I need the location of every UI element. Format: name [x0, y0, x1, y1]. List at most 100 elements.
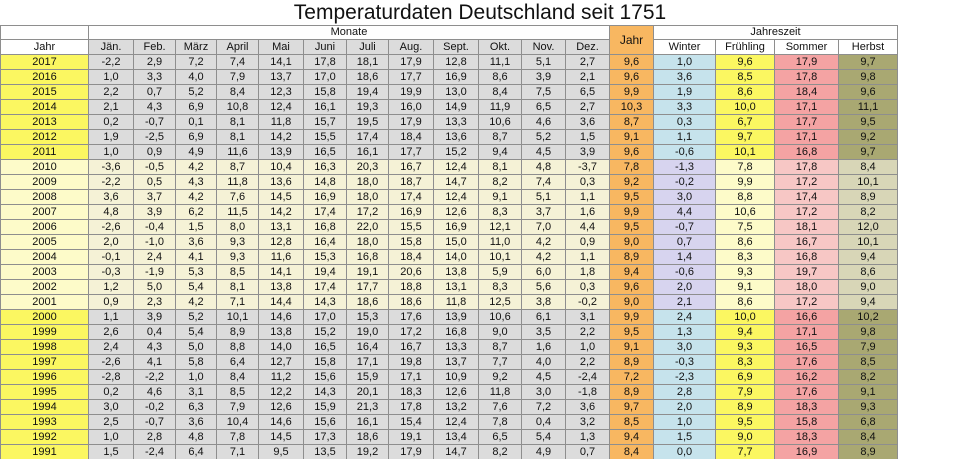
- winter-value: 1,4: [653, 249, 716, 265]
- month-value: 11,8: [433, 294, 479, 310]
- month-value: 8,0: [216, 219, 259, 235]
- month-value: 9,1: [478, 189, 522, 205]
- month-value: 13,0: [433, 84, 479, 100]
- month-value: 12,6: [258, 399, 304, 415]
- month-value: 13,1: [258, 219, 304, 235]
- month-value: 8,4: [216, 369, 259, 385]
- herbst-value: 9,3: [838, 399, 898, 415]
- month-value: 12,4: [433, 159, 479, 175]
- fruehling-value: 9,6: [715, 54, 775, 70]
- month-value: 19,2: [346, 444, 389, 459]
- month-value: 12,1: [478, 219, 522, 235]
- month-value: 1,1: [88, 309, 134, 325]
- month-value: 15,6: [303, 369, 347, 385]
- month-value: 6,4: [216, 354, 259, 370]
- month-value: 17,7: [346, 279, 389, 295]
- month-value: 14,5: [258, 189, 304, 205]
- table-row: 2004 -0,1 2,4 4,1 9,3 11,6 15,3 16,8 18,4 14,0 10,…: [0, 249, 898, 265]
- annual-mean: 8,9: [609, 384, 654, 400]
- month-value: 1,3: [565, 429, 610, 445]
- month-value: 4,4: [565, 219, 610, 235]
- month-value: 4,1: [133, 354, 176, 370]
- month-value: 8,7: [216, 159, 259, 175]
- month-value: 14,4: [258, 294, 304, 310]
- month-value: 3,8: [521, 294, 566, 310]
- month-value: 5,6: [521, 279, 566, 295]
- year-cell: 1996: [0, 369, 89, 385]
- herbst-value: 8,4: [838, 429, 898, 445]
- month-value: 4,0: [175, 69, 217, 85]
- month-value: 12,5: [478, 294, 522, 310]
- month-value: 4,5: [521, 144, 566, 160]
- year-column-header: Jahr: [0, 39, 89, 55]
- table-row: 1991 1,5 -2,4 6,4 7,1 9,5 13,5 19,2 17,9 14,7 8,2 4…: [0, 444, 898, 459]
- month-value: 5,4: [521, 429, 566, 445]
- month-value: -0,2: [565, 294, 610, 310]
- month-value: 7,1: [216, 444, 259, 459]
- fruehling-value: 10,0: [715, 309, 775, 325]
- winter-value: 0,7: [653, 234, 716, 250]
- month-header: Jän.: [88, 39, 134, 55]
- table-row: 2009 -2,2 0,5 4,3 11,8 13,6 14,8 18,0 18,7 14,7 8,…: [0, 174, 898, 190]
- month-value: 5,0: [175, 339, 217, 355]
- annual-mean: 9,9: [609, 309, 654, 325]
- sommer-value: 17,2: [774, 294, 839, 310]
- sommer-value: 17,1: [774, 99, 839, 115]
- month-value: 8,1: [216, 279, 259, 295]
- table-row: 2011 1,0 0,9 4,9 11,6 13,9 16,5 16,1 17,7 15,2 9,4…: [0, 144, 898, 160]
- sommer-value: 16,2: [774, 369, 839, 385]
- fruehling-value: 8,6: [715, 234, 775, 250]
- jahr-column-header: Jahr: [609, 25, 654, 55]
- month-value: 5,4: [175, 324, 217, 340]
- sommer-value: 16,5: [774, 339, 839, 355]
- month-value: 16,0: [388, 99, 434, 115]
- month-value: 18,4: [388, 129, 434, 145]
- month-value: 13,9: [258, 144, 304, 160]
- month-value: 7,2: [521, 399, 566, 415]
- table-row: 2013 0,2 -0,7 0,1 8,1 11,8 15,7 19,5 17,9 13,3 10,…: [0, 114, 898, 130]
- month-value: 2,2: [565, 324, 610, 340]
- month-value: 6,5: [521, 99, 566, 115]
- month-value: 16,1: [346, 414, 389, 430]
- month-value: 17,4: [346, 129, 389, 145]
- fruehling-value: 8,3: [715, 354, 775, 370]
- table-row: 1997 -2,6 4,1 5,8 6,4 12,7 15,8 17,1 19,8 13,7 7,7…: [0, 354, 898, 370]
- month-value: 15,2: [303, 324, 347, 340]
- annual-mean: 8,4: [609, 444, 654, 459]
- month-value: 8,1: [216, 129, 259, 145]
- month-value: 12,4: [433, 189, 479, 205]
- year-cell: 1991: [0, 444, 89, 459]
- month-value: 8,1: [216, 114, 259, 130]
- month-value: 11,0: [478, 234, 522, 250]
- month-value: 11,2: [258, 369, 304, 385]
- month-value: 3,0: [521, 384, 566, 400]
- month-value: 14,5: [258, 429, 304, 445]
- month-value: 17,4: [303, 279, 347, 295]
- winter-value: 2,4: [653, 309, 716, 325]
- annual-mean: 9,6: [609, 69, 654, 85]
- table-row: 2016 1,0 3,3 4,0 7,9 13,7 17,0 18,6 17,7 16,9 8,6 3…: [0, 69, 898, 85]
- month-value: 0,4: [521, 414, 566, 430]
- month-value: 16,9: [303, 189, 347, 205]
- sommer-value: 16,6: [774, 309, 839, 325]
- month-value: 10,6: [478, 309, 522, 325]
- fruehling-value: 9,5: [715, 414, 775, 430]
- annual-mean: 7,2: [609, 369, 654, 385]
- month-value: 5,2: [521, 129, 566, 145]
- month-value: 11,1: [478, 54, 522, 70]
- sommer-value: 18,3: [774, 429, 839, 445]
- month-value: -3,6: [88, 159, 134, 175]
- month-value: 13,6: [433, 129, 479, 145]
- month-value: 15,3: [303, 249, 347, 265]
- month-value: 4,9: [521, 444, 566, 459]
- winter-value: 2,0: [653, 279, 716, 295]
- month-value: -1,9: [133, 264, 176, 280]
- winter-value: 1,3: [653, 324, 716, 340]
- month-value: 8,4: [478, 84, 522, 100]
- month-value: 4,6: [521, 114, 566, 130]
- month-value: 7,6: [216, 189, 259, 205]
- month-value: -2,5: [133, 129, 176, 145]
- month-value: 0,9: [565, 234, 610, 250]
- fruehling-value: 7,7: [715, 444, 775, 459]
- month-value: 18,0: [346, 234, 389, 250]
